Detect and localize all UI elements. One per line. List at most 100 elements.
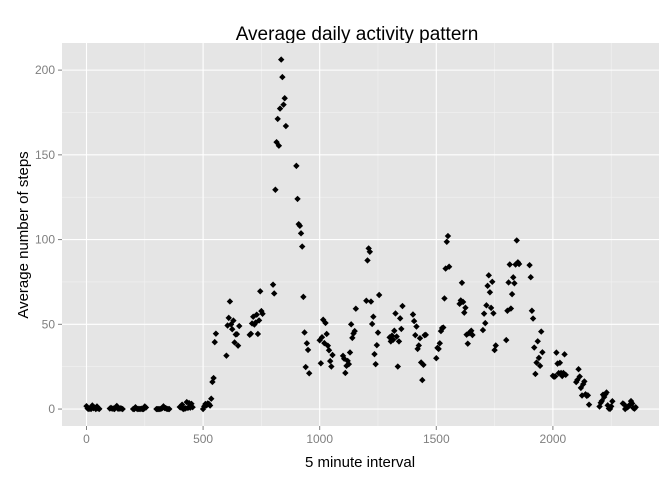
data-point: [485, 272, 492, 279]
data-point: [367, 298, 375, 305]
data-point: [506, 261, 513, 268]
data-point: [395, 338, 403, 345]
data-point: [374, 329, 382, 336]
data-point: [409, 311, 417, 318]
data-point: [535, 354, 543, 362]
data-point: [305, 370, 313, 377]
data-point: [364, 257, 371, 264]
data-point: [326, 357, 334, 365]
data-points: [83, 56, 639, 413]
data-point: [140, 405, 147, 413]
data-point: [212, 330, 220, 337]
data-point: [503, 336, 510, 344]
data-point: [324, 342, 332, 349]
y-tick-label: 0: [48, 402, 55, 416]
data-point: [375, 291, 383, 299]
data-point: [461, 309, 468, 316]
data-point: [552, 373, 559, 380]
data-point: [225, 314, 232, 322]
data-point: [272, 186, 279, 193]
data-point: [352, 305, 360, 312]
data-point: [585, 401, 593, 408]
data-point: [393, 333, 400, 340]
data-point: [189, 403, 196, 411]
data-point: [368, 320, 376, 328]
data-point: [412, 331, 419, 339]
data-point: [274, 115, 281, 123]
data-point: [282, 122, 290, 130]
data-point: [632, 403, 639, 411]
data-point: [303, 340, 311, 347]
data-point: [581, 378, 588, 385]
data-point: [531, 344, 538, 351]
data-point: [317, 360, 325, 367]
data-point: [536, 362, 544, 370]
data-point: [298, 243, 306, 250]
data-point: [275, 142, 283, 149]
data-point: [515, 260, 523, 268]
gridlines: [62, 43, 659, 426]
data-point: [370, 313, 377, 320]
data-point: [325, 347, 333, 354]
data-point: [445, 263, 453, 270]
data-point: [259, 310, 266, 318]
data-point: [513, 237, 520, 244]
data-point: [527, 274, 534, 281]
data-point: [410, 317, 418, 325]
data-point: [254, 330, 262, 338]
data-point: [166, 405, 173, 413]
data-point: [199, 405, 207, 413]
data-point: [347, 321, 355, 328]
data-point: [281, 95, 288, 102]
data-point: [398, 325, 405, 333]
y-tick-label: 100: [35, 233, 55, 247]
data-point: [231, 339, 238, 346]
data-point: [532, 370, 539, 378]
data-point: [293, 162, 300, 170]
data-point: [483, 302, 490, 309]
data-point: [603, 389, 610, 396]
data-point: [444, 232, 452, 240]
data-point: [435, 345, 442, 353]
data-point: [415, 342, 423, 349]
data-point: [420, 361, 427, 369]
data-point: [208, 395, 215, 402]
data-point: [487, 304, 495, 312]
data-point: [371, 350, 378, 358]
data-point: [396, 315, 404, 322]
x-tick-label: 1000: [306, 432, 333, 446]
data-point: [233, 330, 241, 338]
data-point: [538, 328, 545, 335]
data-point: [391, 327, 398, 334]
data-point: [345, 360, 353, 368]
x-tick-label: 0: [83, 432, 90, 446]
data-point: [575, 366, 582, 373]
data-point: [443, 238, 450, 245]
data-point: [297, 230, 305, 237]
x-tick-label: 500: [193, 432, 213, 446]
data-point: [561, 351, 568, 358]
data-point: [223, 352, 230, 359]
data-point: [440, 324, 447, 331]
data-point: [529, 315, 537, 322]
data-point: [188, 400, 195, 407]
data-point: [247, 330, 255, 338]
x-tick-label: 1500: [423, 432, 450, 446]
data-point: [511, 280, 518, 287]
data-point: [373, 341, 381, 349]
data-point: [526, 261, 533, 269]
data-point: [433, 355, 440, 362]
data-point: [346, 349, 354, 356]
data-point: [392, 310, 399, 317]
data-point: [230, 317, 237, 324]
y-tick-label: 200: [35, 63, 55, 77]
data-point: [436, 340, 443, 347]
data-point: [322, 319, 329, 327]
y-tick-label: 50: [42, 317, 56, 331]
data-point: [304, 346, 312, 354]
data-point: [279, 73, 286, 81]
data-point: [328, 363, 335, 370]
data-point: [510, 274, 517, 281]
data-point: [419, 376, 426, 384]
data-point: [253, 311, 260, 318]
